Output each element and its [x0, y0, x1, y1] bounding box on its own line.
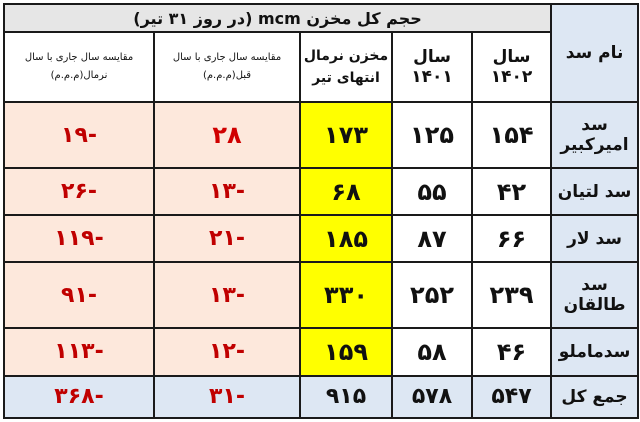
table-row-mamlou: سدماملو ۴۶ ۵۸ ۱۵۹ -۱۲ -۱۱۳ — [2, 327, 640, 377]
value-compare-normal: -۹۱ — [2, 261, 156, 330]
value-normal: ۱۵۹ — [299, 327, 394, 377]
value-1401: ۲۵۲ — [391, 261, 474, 330]
value-compare-normal: -۱۱۹ — [2, 214, 156, 264]
value-1402: ۱۵۴ — [471, 100, 553, 170]
total-normal: ۹۱۵ — [299, 374, 394, 419]
value-normal: ۱۷۳ — [299, 100, 394, 170]
value-1401: ۵۵ — [391, 167, 474, 217]
value-compare-normal: -۱۱۳ — [2, 327, 156, 377]
table-row-total: جمع کل ۵۴۷ ۵۷۸ ۹۱۵ -۳۱ -۳۶۸ — [2, 374, 640, 419]
table-row-latian: سد لتیان ۴۲ ۵۵ ۶۸ -۱۳ -۲۶ — [2, 167, 640, 217]
header-normal-reservoir: مخزن نرمال انتهای تیر — [299, 31, 394, 103]
dam-name-cell: سد لار — [550, 214, 640, 264]
value-1401: ۸۷ — [391, 214, 474, 264]
header-compare-normal-line2: نرمال(م.م.م) — [50, 70, 108, 81]
header-normal-line1: مخزن نرمال — [303, 48, 389, 64]
header-compare-previous-line1: مقایسه سال جاری با سال — [172, 52, 282, 63]
value-1402: ۴۶ — [471, 327, 553, 377]
value-compare-normal: -۱۹ — [2, 100, 156, 170]
value-compare-previous: -۱۳ — [153, 261, 302, 330]
header-dam-name: نام سد — [550, 3, 640, 103]
value-1402: ۴۲ — [471, 167, 553, 217]
dam-name-cell: سد امیرکبیر — [550, 100, 640, 170]
table-row-lar: سد لار ۶۶ ۸۷ ۱۸۵ -۲۱ -۱۱۹ — [2, 214, 640, 264]
header-year-1401: سال ۱۴۰۱ — [391, 31, 474, 103]
value-compare-previous: -۱۳ — [153, 167, 302, 217]
header-year-1402: سال ۱۴۰۲ — [471, 31, 553, 103]
value-compare-previous: -۲۱ — [153, 214, 302, 264]
dam-name-cell: سد طالقان — [550, 261, 640, 330]
total-compare-normal: -۳۶۸ — [2, 374, 156, 419]
header-normal-line2: انتهای تیر — [312, 70, 380, 86]
total-compare-previous: -۳۱ — [153, 374, 302, 419]
dam-name-cell: سدماملو — [550, 327, 640, 377]
header-compare-previous: مقایسه سال جاری با سال قبل(م.م.م) — [153, 31, 302, 103]
header-compare-normal: مقایسه سال جاری با سال نرمال(م.م.م) — [2, 31, 156, 103]
total-1401: ۵۷۸ — [391, 374, 474, 419]
dam-name-cell: سد لتیان — [550, 167, 640, 217]
header-compare-normal-line1: مقایسه سال جاری با سال — [24, 52, 134, 63]
value-normal: ۱۸۵ — [299, 214, 394, 264]
value-compare-normal: -۲۶ — [2, 167, 156, 217]
dam-volume-table: نام سد حجم کل مخزن mcm (در روز ۳۱ تیر) س… — [2, 3, 640, 419]
value-compare-previous: ۲۸ — [153, 100, 302, 170]
value-1402: ۶۶ — [471, 214, 553, 264]
table-row-amirkabir: سد امیرکبیر ۱۵۴ ۱۲۵ ۱۷۳ ۲۸ -۱۹ — [2, 100, 640, 170]
total-1402: ۵۴۷ — [471, 374, 553, 419]
title-row: نام سد حجم کل مخزن mcm (در روز ۳۱ تیر) — [2, 3, 640, 103]
value-1401: ۵۸ — [391, 327, 474, 377]
table-row-taleghan: سد طالقان ۲۳۹ ۲۵۲ ۳۳۰ -۱۳ -۹۱ — [2, 261, 640, 330]
value-normal: ۳۳۰ — [299, 261, 394, 330]
value-1402: ۲۳۹ — [471, 261, 553, 330]
value-compare-previous: -۱۲ — [153, 327, 302, 377]
value-1401: ۱۲۵ — [391, 100, 474, 170]
total-label: جمع کل — [550, 374, 640, 419]
value-normal: ۶۸ — [299, 167, 394, 217]
header-dam-name-label: نام سد — [565, 43, 624, 63]
table-title: حجم کل مخزن mcm (در روز ۳۱ تیر) — [2, 3, 553, 33]
header-row: سال ۱۴۰۲ سال ۱۴۰۱ مخزن نرمال انتهای تیر … — [2, 31, 638, 103]
header-compare-previous-line2: قبل(م.م.م) — [202, 70, 252, 81]
